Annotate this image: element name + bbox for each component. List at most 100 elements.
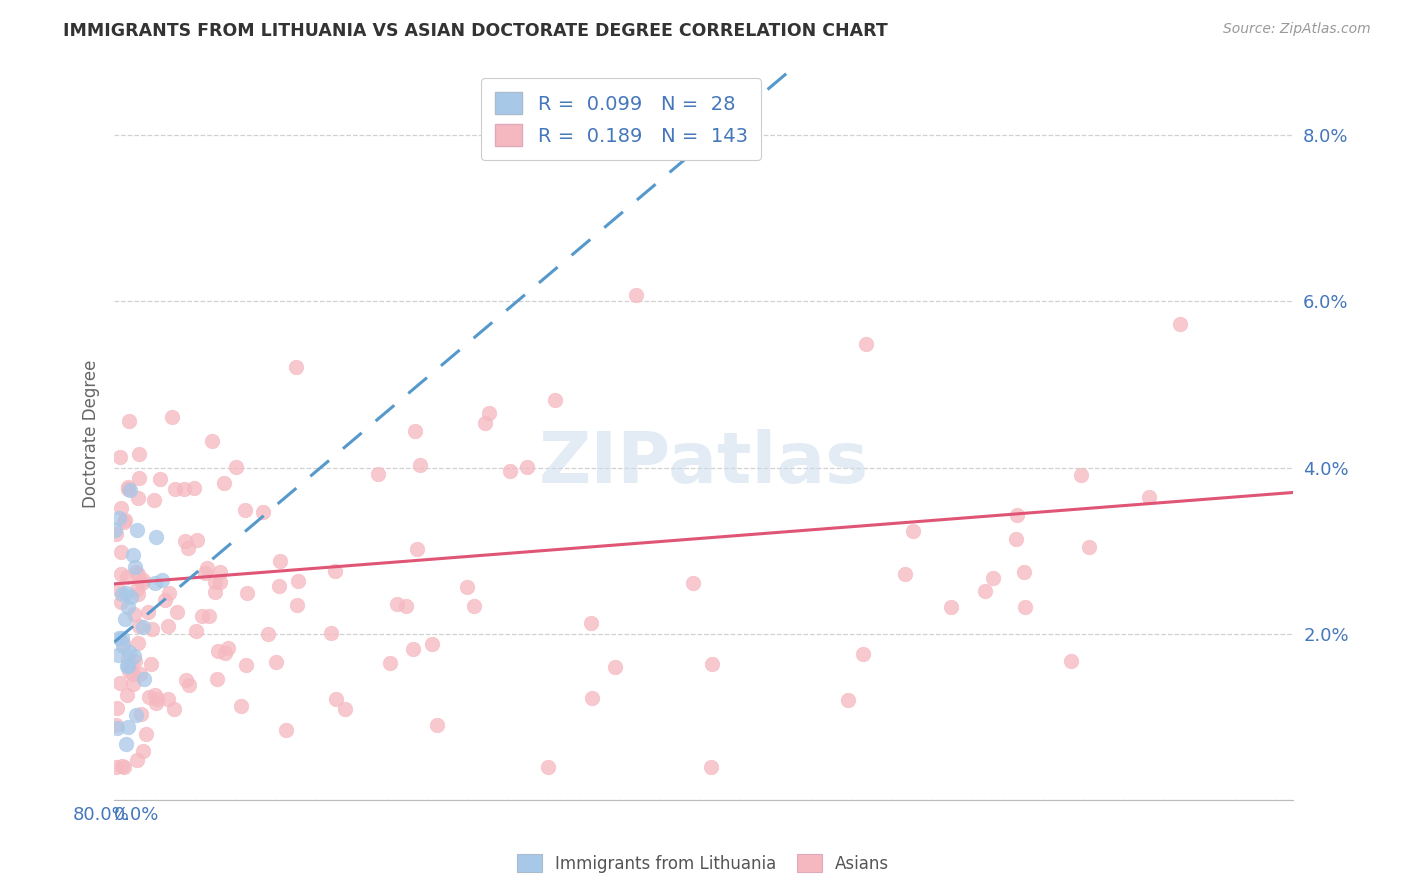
Point	[285, 360, 308, 375]
Point	[112, 639, 135, 653]
Point	[903, 524, 925, 538]
Text: Source: ZipAtlas.com: Source: ZipAtlas.com	[1223, 22, 1371, 37]
Point	[855, 336, 877, 351]
Point	[177, 678, 200, 692]
Point	[323, 564, 346, 578]
Point	[145, 696, 167, 710]
Point	[114, 513, 136, 527]
Point	[186, 624, 208, 638]
Point	[150, 573, 173, 587]
Point	[104, 760, 127, 774]
Point	[110, 631, 132, 645]
Point	[402, 642, 425, 657]
Point	[1060, 654, 1083, 668]
Point	[118, 483, 141, 497]
Point	[702, 657, 724, 671]
Point	[201, 434, 224, 449]
Point	[700, 760, 723, 774]
Text: 80.0%: 80.0%	[72, 805, 129, 824]
Point	[191, 609, 214, 624]
Point	[395, 599, 418, 614]
Point	[214, 475, 236, 490]
Point	[125, 565, 148, 579]
Point	[122, 549, 145, 563]
Point	[145, 692, 167, 706]
Point	[405, 542, 427, 557]
Point	[207, 644, 229, 658]
Point	[287, 598, 309, 612]
Point	[124, 560, 146, 574]
Point	[852, 647, 875, 661]
Point	[131, 576, 153, 591]
Point	[124, 654, 146, 668]
Point	[894, 567, 917, 582]
Point	[115, 585, 138, 599]
Point	[105, 701, 128, 715]
Point	[163, 702, 186, 716]
Point	[138, 605, 160, 619]
Point	[125, 707, 148, 722]
Point	[422, 637, 444, 651]
Legend: R =  0.099   N =  28, R =  0.189   N =  143: R = 0.099 N = 28, R = 0.189 N = 143	[481, 78, 762, 160]
Point	[166, 605, 188, 619]
Point	[499, 464, 522, 478]
Point	[145, 530, 167, 544]
Point	[581, 615, 603, 630]
Point	[264, 655, 287, 669]
Point	[183, 481, 205, 495]
Point	[1014, 600, 1036, 615]
Point	[104, 527, 127, 541]
Text: ZIPatlas: ZIPatlas	[538, 429, 869, 498]
Point	[143, 576, 166, 591]
Point	[115, 737, 138, 751]
Point	[118, 664, 141, 678]
Point	[104, 717, 127, 731]
Point	[983, 571, 1005, 585]
Point	[624, 287, 647, 301]
Text: IMMIGRANTS FROM LITHUANIA VS ASIAN DOCTORATE DEGREE CORRELATION CHART: IMMIGRANTS FROM LITHUANIA VS ASIAN DOCTO…	[63, 22, 889, 40]
Point	[122, 666, 145, 681]
Point	[425, 718, 447, 732]
Point	[941, 600, 963, 615]
Point	[111, 759, 134, 773]
Point	[1168, 317, 1191, 331]
Point	[325, 691, 347, 706]
Point	[208, 574, 231, 589]
Point	[110, 501, 132, 516]
Point	[682, 575, 704, 590]
Point	[214, 646, 236, 660]
Point	[132, 744, 155, 758]
Point	[229, 698, 252, 713]
Point	[287, 574, 309, 588]
Point	[1077, 541, 1099, 555]
Point	[516, 460, 538, 475]
Point	[204, 584, 226, 599]
Point	[1070, 467, 1092, 482]
Point	[127, 567, 149, 582]
Point	[142, 492, 165, 507]
Point	[177, 541, 200, 556]
Point	[128, 446, 150, 460]
Point	[117, 480, 139, 494]
Point	[205, 672, 228, 686]
Point	[125, 523, 148, 537]
Point	[544, 392, 567, 407]
Point	[186, 533, 208, 548]
Point	[129, 706, 152, 721]
Point	[112, 515, 135, 529]
Point	[581, 691, 603, 706]
Point	[115, 689, 138, 703]
Point	[129, 667, 152, 681]
Point	[122, 677, 145, 691]
Point	[110, 595, 132, 609]
Point	[125, 753, 148, 767]
Point	[269, 554, 291, 568]
Point	[120, 591, 142, 605]
Point	[157, 585, 180, 599]
Point	[1137, 491, 1160, 505]
Point	[173, 534, 195, 549]
Point	[108, 511, 131, 525]
Point	[111, 587, 134, 601]
Point	[973, 584, 995, 599]
Point	[135, 727, 157, 741]
